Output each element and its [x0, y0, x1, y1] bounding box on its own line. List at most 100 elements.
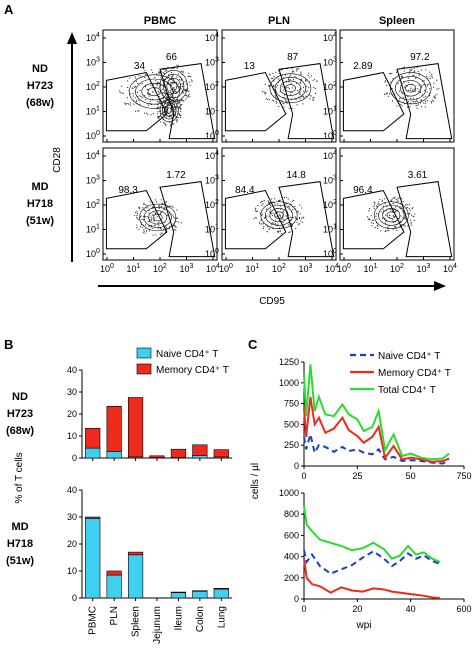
event-dot [179, 116, 181, 119]
event-dot [182, 71, 184, 73]
event-dot [163, 122, 166, 124]
bar-naive-pln [106, 574, 122, 599]
event-dot [148, 225, 150, 227]
event-dot [268, 215, 270, 217]
event-dot [156, 106, 158, 108]
event-dot [378, 203, 380, 205]
event-dot [178, 113, 180, 115]
event-dot [384, 203, 386, 205]
event-dot [184, 81, 186, 83]
event-dot [397, 197, 399, 199]
event-dot [414, 101, 417, 103]
event-dot [406, 213, 408, 215]
event-dot [172, 82, 174, 84]
event-dot [313, 87, 315, 89]
event-dot [292, 71, 294, 73]
event-dot [417, 88, 419, 90]
event-dot [176, 119, 178, 121]
event-dot [407, 225, 409, 227]
event-dot [154, 199, 156, 201]
contour [269, 73, 312, 104]
y-tick-label: 20 [67, 409, 77, 419]
event-dot [160, 211, 162, 213]
event-dot [158, 86, 160, 88]
event-dot [191, 80, 193, 82]
event-dot [128, 103, 130, 105]
y-tick-label: 750 [284, 399, 299, 409]
event-dot [144, 69, 146, 72]
x-axis-label: CD95 [259, 296, 285, 307]
event-dot [188, 75, 190, 77]
event-dot [270, 204, 272, 207]
event-dot [166, 69, 168, 71]
event-dot [272, 72, 274, 74]
event-dot [419, 102, 422, 104]
event-dot [157, 100, 159, 103]
event-dot [432, 86, 435, 89]
event-dot [155, 88, 157, 90]
event-dot [180, 222, 183, 224]
event-dot [182, 92, 185, 94]
x-tick-label: 102 [390, 263, 404, 274]
event-dot [155, 82, 157, 85]
event-dot [305, 80, 307, 82]
event-dot [268, 73, 271, 75]
event-dot [282, 86, 284, 88]
event-dot [148, 230, 150, 232]
event-dot [380, 211, 382, 213]
contour [260, 201, 298, 229]
event-dot [412, 97, 415, 99]
event-dot [426, 100, 429, 102]
event-dot [370, 215, 372, 217]
x-tick-label: 750 [456, 471, 471, 481]
event-dot [298, 68, 300, 70]
event-dot [172, 95, 174, 97]
event-dot [163, 208, 165, 211]
event-dot [294, 216, 297, 218]
event-dot [305, 85, 307, 88]
event-dot [407, 101, 409, 103]
event-dot [388, 93, 390, 95]
y-tick-label: 104 [86, 32, 100, 43]
event-dot [391, 100, 394, 102]
event-dot [132, 95, 134, 97]
event-dot [188, 90, 190, 92]
y-tick-label: 104 [86, 150, 100, 161]
y-tick-label: 30 [67, 512, 77, 522]
event-dot [403, 66, 405, 68]
event-dot [124, 103, 127, 105]
event-dot [157, 90, 159, 92]
event-dot [287, 205, 289, 207]
event-dot [307, 72, 310, 74]
event-dot [126, 86, 129, 89]
event-dot [141, 226, 143, 229]
event-dot [416, 107, 418, 109]
event-dot [393, 215, 395, 217]
event-dot [169, 205, 172, 207]
event-dot [268, 201, 270, 203]
event-dot [270, 213, 272, 215]
event-dot [392, 77, 394, 80]
column-header-pln: PLN [268, 15, 290, 27]
event-dot [408, 73, 411, 75]
event-dot [267, 98, 269, 101]
category-label-pln: PLN [109, 606, 120, 625]
legend-swatch [136, 363, 152, 375]
event-dot [183, 100, 185, 102]
legend-swatch [136, 347, 152, 359]
event-dot [148, 95, 150, 97]
event-dot [176, 67, 178, 69]
event-dot [129, 93, 131, 95]
event-dot [177, 83, 179, 85]
event-dot [267, 226, 269, 228]
x-tick-label: 600 [456, 604, 471, 614]
y-tick-label: 104 [323, 150, 337, 161]
event-dot [409, 106, 411, 108]
event-dot [262, 203, 264, 205]
event-dot [166, 77, 168, 79]
event-dot [170, 71, 173, 74]
event-dot [296, 82, 298, 84]
event-dot [396, 105, 398, 107]
